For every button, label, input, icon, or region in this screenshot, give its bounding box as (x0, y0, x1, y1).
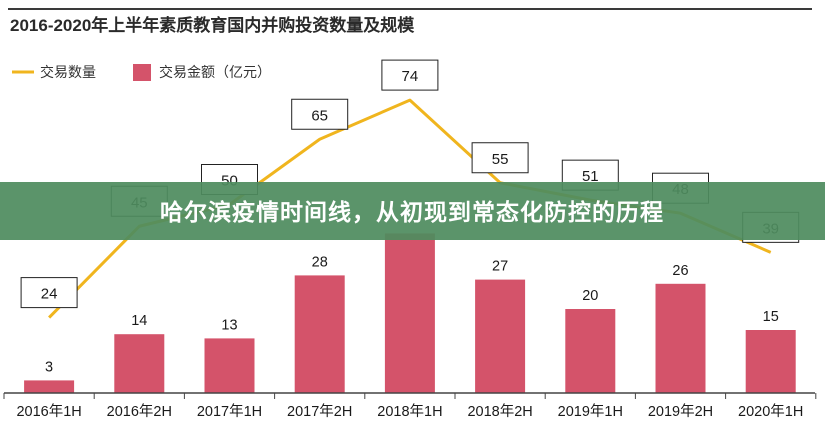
x-tick-label-6: 2019年1H (558, 403, 623, 420)
bar-value-label-0: 3 (45, 359, 53, 375)
bar-1 (114, 334, 165, 393)
line-value-box-3 (291, 98, 349, 130)
line-value-label-5: 55 (492, 151, 509, 168)
x-tick-label-3: 2017年2H (287, 403, 352, 420)
bar-value-label-3: 28 (312, 254, 328, 270)
bar-5 (475, 279, 526, 393)
bar-value-label-6: 20 (582, 288, 598, 304)
bars-layer (24, 233, 796, 393)
bar-3 (294, 275, 345, 393)
x-tick-label-0: 2016年1H (16, 403, 81, 420)
bar-0 (24, 380, 75, 393)
legend-label-count: 交易数量 (40, 64, 96, 80)
x-axis-ticks: 2016年1H 2016年2H 2017年1H 2017年2H 2018年1H 2018年… (3, 393, 817, 420)
bar-7 (655, 283, 706, 393)
bar-4 (384, 233, 435, 393)
x-tick-label-7: 2019年2H (648, 403, 713, 420)
x-tick-label-2: 2017年1H (197, 403, 262, 420)
line-value-label-4: 74 (402, 68, 419, 85)
legend-label-amount: 交易金额（亿元） (159, 64, 271, 80)
bar-value-label-2: 13 (221, 317, 237, 333)
overlay-text: 哈尔滨疫情时间线，从初现到常态化防控的历程 (160, 199, 664, 225)
chart-title: 2016-2020年上半年素质教育国内并购投资数量及规模 (10, 15, 415, 35)
overlay-banner (0, 182, 825, 240)
legend: 交易数量 交易金额（亿元） (12, 64, 271, 81)
line-value-box-4 (381, 59, 439, 91)
legend-bar-swatch (133, 64, 151, 81)
line-value-box-5 (471, 142, 529, 174)
bar-6 (565, 309, 616, 393)
line-value-box-0 (20, 277, 78, 309)
x-tick-label-8: 2020年1H (738, 403, 803, 420)
bar-value-label-5: 27 (492, 259, 508, 275)
x-tick-label-1: 2016年2H (107, 403, 172, 420)
line-value-label-0: 24 (41, 286, 58, 303)
bar-value-label-7: 26 (672, 263, 688, 279)
x-tick-label-4: 2018年1H (377, 403, 442, 420)
bar-2 (204, 338, 255, 393)
line-value-label-6: 51 (582, 168, 599, 185)
line-value-label-3: 65 (311, 107, 328, 124)
bar-value-label-1: 14 (131, 313, 147, 329)
bar-8 (745, 330, 796, 393)
bar-value-label-8: 15 (763, 309, 779, 325)
x-tick-label-5: 2018年2H (467, 403, 532, 420)
